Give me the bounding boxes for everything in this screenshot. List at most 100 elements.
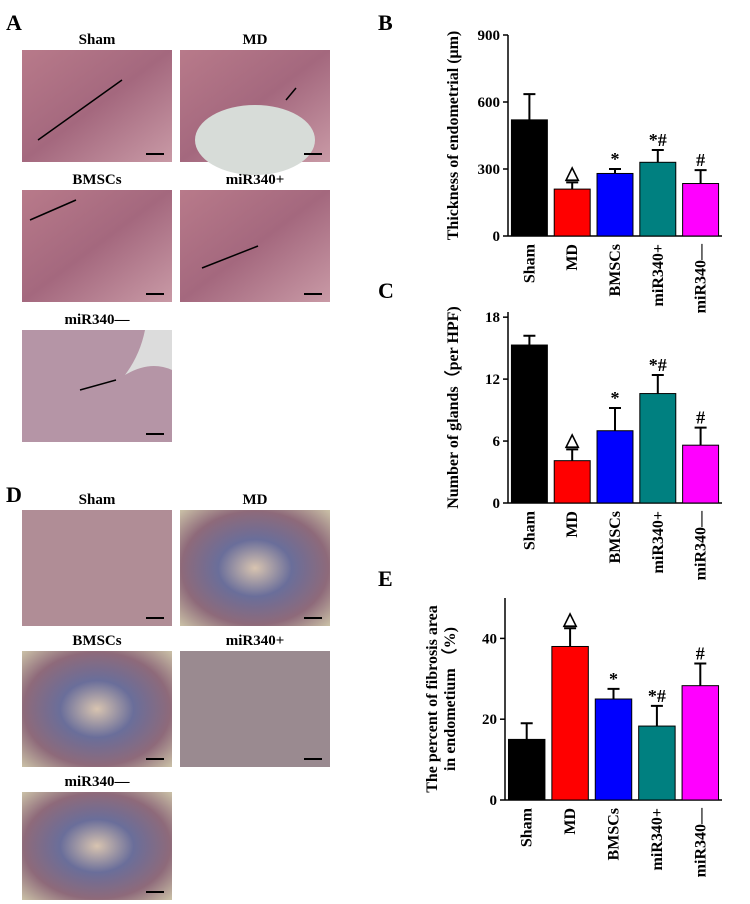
bar (553, 188, 591, 237)
significance-mark: # (696, 408, 705, 428)
y-axis-label: The percent of fibrosis area (424, 605, 441, 793)
bar (510, 119, 548, 237)
error-bar (566, 448, 579, 461)
significance-mark: # (696, 643, 705, 663)
error-bar (694, 426, 707, 446)
significance-mark: △ (564, 162, 580, 182)
significance-mark: # (696, 150, 705, 170)
error-bar (566, 181, 579, 190)
y-tick-label: 900 (478, 28, 501, 44)
y-axis-label: Thickness of endometrial (μm) (445, 31, 462, 241)
error-bar (650, 704, 663, 727)
significance-mark: *# (649, 355, 667, 375)
panel-letter: C (378, 278, 394, 303)
significance-mark: △ (564, 429, 580, 449)
micrograph (22, 651, 172, 767)
error-bar (520, 722, 533, 740)
x-tick-label: Sham (521, 243, 538, 283)
error-bar (607, 687, 620, 699)
y-tick-label: 18 (485, 310, 500, 326)
image-label: Sham (79, 32, 116, 48)
significance-mark: *# (649, 130, 667, 150)
y-tick-label: 300 (478, 162, 501, 178)
error-bar (651, 149, 664, 163)
y-tick-label: 12 (485, 372, 500, 388)
micrograph (22, 50, 172, 162)
x-tick-label: miR340+ (650, 244, 667, 306)
error-bar (609, 168, 621, 174)
error-bar (523, 93, 536, 120)
y-tick-label: 6 (493, 434, 501, 450)
bar (682, 444, 720, 504)
panel-d: D Sham MD BMSCs miR340+ miR340— (6, 482, 330, 900)
bar (638, 725, 676, 801)
significance-mark: * (611, 149, 620, 169)
error-bar (651, 373, 664, 394)
x-tick-label: miR340+ (649, 808, 666, 870)
x-tick-label: BMSCs (606, 808, 623, 860)
micrograph (180, 190, 330, 302)
significance-mark: * (609, 669, 618, 689)
lumen (125, 330, 172, 375)
bar (507, 738, 546, 801)
bar (682, 183, 720, 237)
x-tick-label: BMSCs (607, 511, 624, 563)
x-tick-label: Sham (521, 510, 538, 550)
x-tick-label: Sham (519, 807, 536, 847)
bar (639, 161, 677, 237)
image-label: miR340+ (226, 172, 285, 188)
bar (681, 685, 720, 801)
bar (596, 430, 634, 504)
y-axis-label: Number of glands（per HPF) (444, 306, 462, 509)
image-label: BMSCs (72, 172, 121, 188)
panel-a: A Sham MD BMSCs miR340+ miR340— (6, 10, 330, 442)
micrograph (180, 510, 330, 626)
image-label: MD (243, 32, 268, 48)
image-label: miR340— (65, 774, 131, 790)
y-tick-label: 0 (493, 496, 501, 512)
y-tick-label: 600 (478, 95, 501, 111)
x-tick-label: MD (564, 244, 581, 271)
bar (594, 698, 633, 801)
panel-letter: A (6, 10, 22, 35)
image-label: Sham (79, 492, 116, 508)
y-tick-label: 20 (482, 712, 497, 728)
error-bar (694, 662, 707, 686)
error-bar (523, 334, 536, 346)
image-label: miR340+ (226, 633, 285, 649)
significance-mark: * (611, 388, 620, 408)
image-label: miR340— (65, 312, 131, 328)
panel-letter: D (6, 482, 22, 507)
bar (596, 172, 634, 237)
micrograph (22, 792, 172, 900)
scale-bars (146, 617, 322, 893)
x-tick-label: MD (562, 808, 579, 835)
scale-bars (146, 153, 322, 435)
x-tick-label: miR340— (693, 510, 710, 580)
micrograph (180, 651, 330, 767)
y-tick-label: 40 (482, 631, 497, 647)
significance-mark: △ (562, 608, 578, 628)
error-bar (609, 407, 621, 431)
significance-mark: *# (648, 686, 666, 706)
x-tick-label: miR340+ (650, 511, 667, 573)
micrograph (22, 190, 172, 302)
image-label: BMSCs (72, 633, 121, 649)
lumen (195, 105, 315, 175)
bar (553, 460, 591, 504)
bar (510, 344, 548, 504)
y-tick-label: 0 (490, 793, 498, 809)
error-bar (694, 169, 707, 184)
measure-lines (29, 79, 297, 391)
y-tick-label: 0 (493, 229, 501, 245)
x-tick-label: miR340— (692, 807, 709, 877)
y-axis-label: in endometium （%) (441, 627, 459, 771)
panel-letter: B (378, 10, 393, 35)
bar (551, 645, 589, 801)
x-tick-label: BMSCs (607, 244, 624, 296)
x-tick-label: MD (564, 511, 581, 538)
error-bar (564, 627, 577, 647)
bar (639, 393, 677, 504)
micrograph (22, 510, 172, 626)
